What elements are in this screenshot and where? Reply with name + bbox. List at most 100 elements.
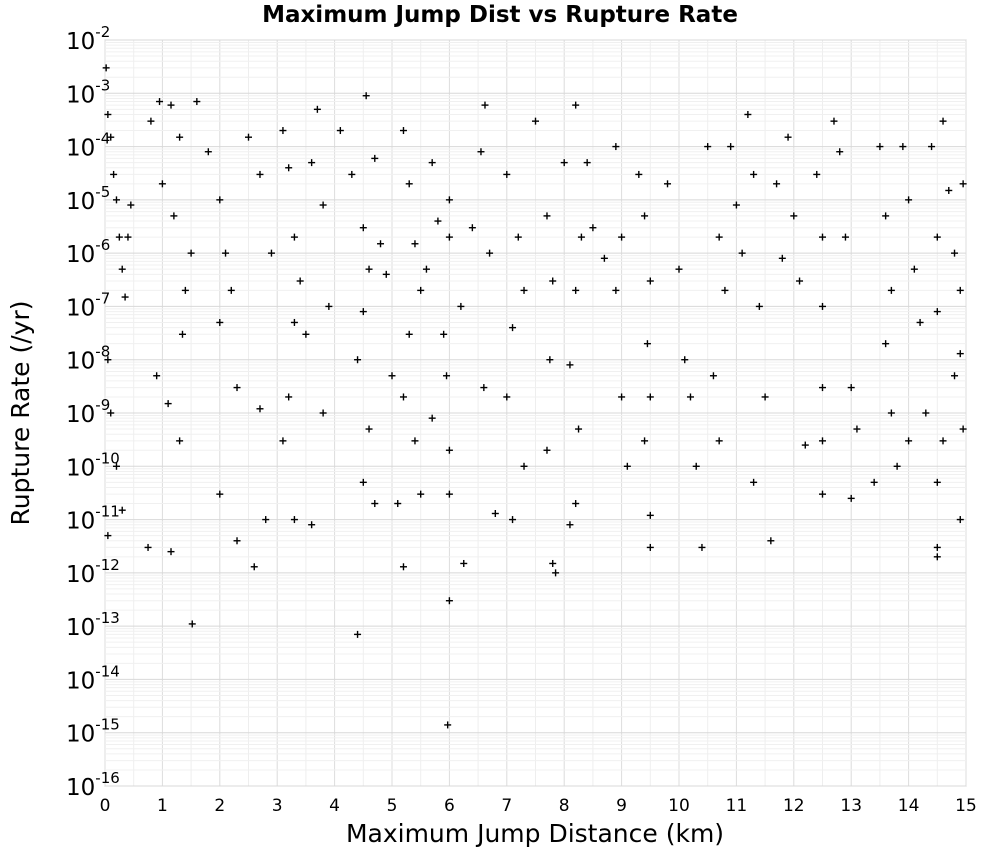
data-point	[216, 490, 224, 498]
data-point	[933, 308, 941, 316]
data-point	[847, 384, 855, 392]
data-point	[847, 494, 855, 502]
y-tick-label: 10-2	[66, 23, 110, 55]
data-point	[933, 233, 941, 241]
x-tick-label: 7	[501, 796, 512, 816]
data-point	[681, 356, 689, 364]
data-point	[905, 196, 913, 204]
data-point	[308, 159, 316, 167]
data-point	[144, 543, 152, 551]
data-point	[124, 233, 132, 241]
data-point	[296, 277, 304, 285]
data-point	[870, 478, 878, 486]
data-point	[110, 170, 118, 178]
y-tick-label: 10-12	[66, 556, 120, 588]
data-point	[704, 143, 712, 151]
data-point	[543, 446, 551, 454]
data-point	[600, 254, 608, 262]
x-tick-label: 11	[726, 796, 748, 816]
data-point	[176, 437, 184, 445]
data-point	[399, 393, 407, 401]
data-point	[417, 286, 425, 294]
data-point	[692, 462, 700, 470]
data-point	[738, 249, 746, 257]
data-point	[721, 286, 729, 294]
data-point	[417, 490, 425, 498]
data-point	[910, 265, 918, 273]
x-tick-label: 8	[559, 796, 570, 816]
data-point	[158, 180, 166, 188]
data-point	[256, 170, 264, 178]
data-point	[267, 249, 275, 257]
data-point	[371, 154, 379, 162]
data-point	[480, 384, 488, 392]
data-point	[514, 233, 522, 241]
chart-title: Maximum Jump Dist vs Rupture Rate	[262, 2, 738, 28]
y-tick-label: 10-10	[66, 449, 120, 481]
data-point	[882, 340, 890, 348]
data-point	[784, 133, 792, 141]
data-point	[583, 159, 591, 167]
data-point	[491, 509, 499, 517]
data-point	[646, 393, 654, 401]
x-tick-label: 13	[840, 796, 862, 816]
data-point	[279, 127, 287, 135]
x-tick-label: 15	[955, 796, 977, 816]
data-point	[686, 393, 694, 401]
data-point	[359, 308, 367, 316]
data-point	[127, 201, 135, 209]
data-point	[503, 170, 511, 178]
y-tick-label: 10-16	[66, 769, 120, 801]
data-point	[566, 361, 574, 369]
data-point	[399, 127, 407, 135]
data-point	[643, 340, 651, 348]
data-point	[572, 286, 580, 294]
y-tick-label: 10-14	[66, 662, 120, 694]
data-point	[216, 318, 224, 326]
data-point	[371, 500, 379, 508]
y-tick-label: 10-11	[66, 503, 120, 535]
data-point	[939, 437, 947, 445]
data-point	[646, 277, 654, 285]
data-point	[612, 143, 620, 151]
data-point	[250, 563, 258, 571]
data-point	[933, 543, 941, 551]
x-tick-labels: 0 1 2 3 4 5 6 7 8 9 10 11 12 13 14 15	[100, 796, 977, 816]
data-point	[755, 302, 763, 310]
data-point	[348, 170, 356, 178]
x-tick-label: 6	[444, 796, 455, 816]
data-point	[623, 462, 631, 470]
data-point	[727, 143, 735, 151]
y-tick-label: 10-8	[66, 343, 110, 375]
data-point	[956, 516, 964, 524]
data-point	[778, 254, 786, 262]
data-point	[181, 286, 189, 294]
x-axis-label: Maximum Jump Distance (km)	[346, 819, 724, 848]
data-point	[819, 490, 826, 498]
data-point	[750, 478, 758, 486]
data-point	[262, 516, 270, 524]
data-point	[959, 180, 967, 188]
data-point	[951, 249, 959, 257]
data-point	[715, 437, 723, 445]
data-point	[377, 240, 385, 248]
y-tick-label: 10-3	[66, 76, 110, 108]
data-point	[445, 233, 453, 241]
data-point	[549, 277, 557, 285]
data-point	[444, 721, 452, 729]
data-point	[939, 117, 947, 125]
y-tick-label: 10-15	[66, 716, 120, 748]
data-point	[819, 233, 826, 241]
y-tick-label: 10-9	[66, 396, 110, 428]
data-point	[853, 425, 861, 433]
data-point	[104, 356, 112, 364]
data-point	[552, 569, 560, 577]
data-point	[916, 318, 924, 326]
data-point	[336, 127, 344, 135]
data-point	[422, 265, 430, 273]
data-point	[428, 159, 436, 167]
data-point	[359, 224, 367, 232]
x-tick-label: 9	[616, 796, 627, 816]
data-point	[618, 393, 626, 401]
